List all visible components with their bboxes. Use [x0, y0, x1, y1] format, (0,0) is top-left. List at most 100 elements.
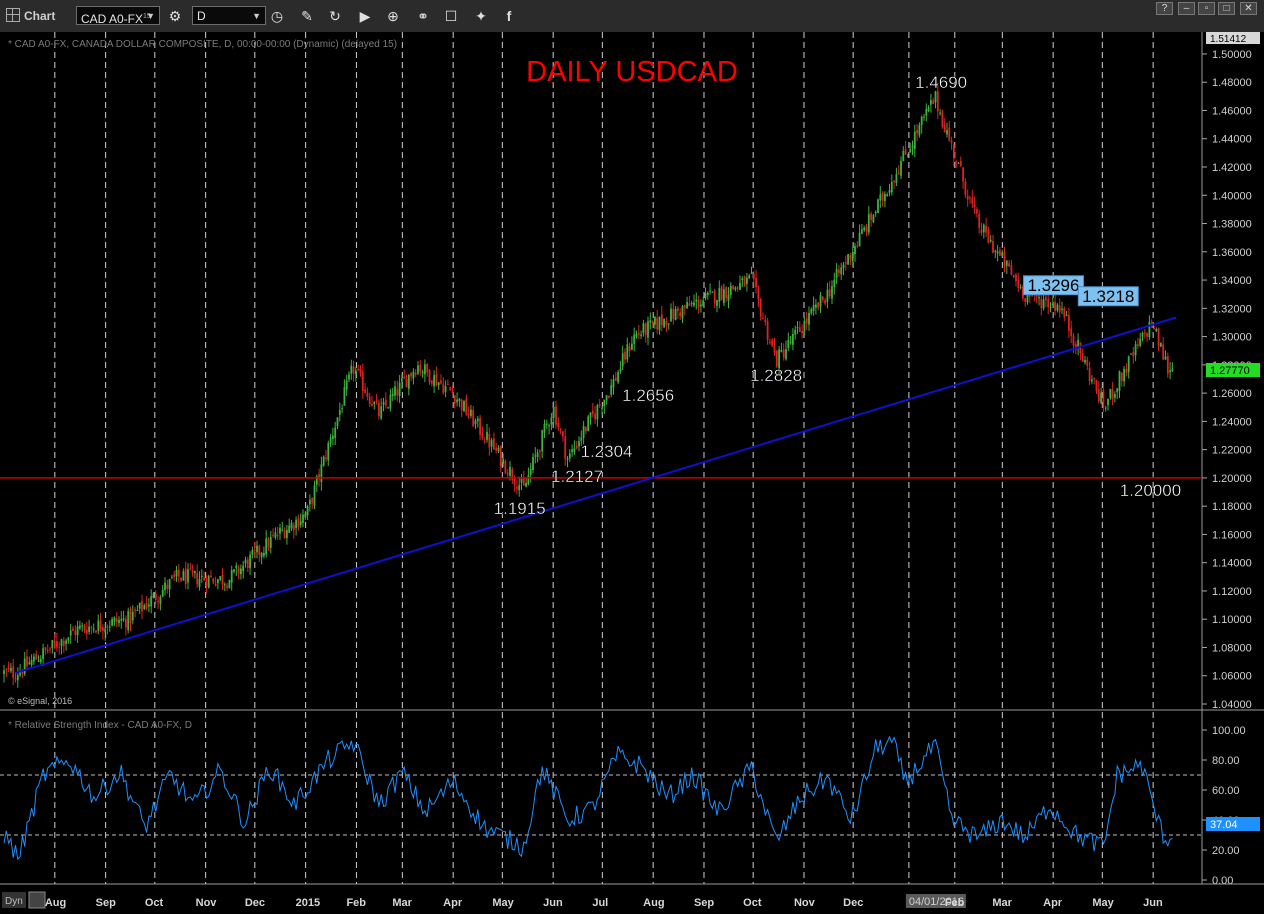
candle-body	[982, 224, 985, 233]
candle-body	[1022, 286, 1024, 299]
candle-body	[127, 611, 130, 631]
candle-body	[1127, 356, 1130, 372]
candle-body	[1146, 332, 1148, 337]
candle-body	[113, 617, 116, 622]
candle-body	[154, 594, 157, 601]
candle-body	[667, 323, 670, 325]
candle-body	[136, 609, 139, 611]
candle-body	[263, 552, 265, 556]
price-tick-label: 1.22000	[1212, 445, 1252, 457]
interval-dropdown-icon[interactable]: ▼	[252, 11, 261, 21]
candle-body	[594, 413, 596, 419]
candle-body	[292, 524, 295, 531]
candle-body	[861, 229, 863, 234]
candle-body	[456, 399, 458, 403]
candle-body	[171, 576, 173, 578]
scroll-toggle-icon[interactable]	[28, 891, 46, 909]
time-tick-label: Dec	[245, 897, 265, 909]
candle-body	[867, 214, 870, 233]
candle-body	[237, 567, 240, 574]
candle-body	[552, 407, 555, 418]
candle-body	[633, 334, 636, 344]
facebook-icon[interactable]: f	[506, 8, 512, 24]
candle-body	[1125, 368, 1128, 373]
candle-body	[1155, 328, 1158, 332]
candle-body	[543, 424, 546, 433]
candle-body	[207, 575, 210, 588]
minimize-button[interactable]: –	[1178, 2, 1195, 15]
candle-body	[62, 640, 65, 646]
candle-body	[580, 437, 583, 441]
zoom-icon[interactable]: ⊕	[387, 8, 399, 24]
price-annotation: 1.3218	[1082, 287, 1134, 306]
candle-body	[803, 320, 806, 333]
candle-body	[384, 399, 387, 406]
restore-button[interactable]: ▫	[1198, 2, 1215, 15]
candle-body	[513, 477, 516, 485]
candle-body	[1005, 260, 1008, 266]
comment-icon[interactable]: ☐	[444, 8, 458, 24]
candle-body	[483, 440, 486, 442]
candle-body	[927, 107, 930, 112]
symbol-dropdown-icon[interactable]: ▼	[146, 11, 155, 21]
candle-body	[129, 608, 132, 624]
candle-body	[805, 318, 808, 324]
help-button[interactable]: ?	[1156, 2, 1173, 15]
interval-input[interactable]: D ▼	[192, 6, 266, 25]
close-button[interactable]: ✕	[1240, 2, 1257, 15]
candle-body	[509, 466, 511, 476]
candle-body	[700, 304, 702, 307]
candle-body	[1134, 344, 1137, 356]
candle-body	[1171, 368, 1174, 372]
refresh-settings-icon[interactable]: ⚙	[168, 8, 182, 24]
candle-body	[688, 303, 691, 306]
candle-body	[819, 295, 822, 307]
symbol-input[interactable]: CAD A0-FX15 ▼	[76, 6, 160, 26]
candle-body	[644, 323, 647, 336]
chart-background	[0, 32, 1264, 914]
candle-body	[210, 575, 212, 578]
candle-body	[897, 172, 900, 175]
candle-body	[120, 619, 123, 621]
candle-body	[658, 316, 661, 331]
candle-body	[373, 401, 376, 405]
candle-body	[934, 91, 937, 103]
candle-body	[578, 440, 580, 447]
cycle-icon[interactable]: ↻	[329, 8, 341, 24]
candle-body	[417, 365, 419, 374]
candle-body	[380, 406, 383, 419]
candle-body	[916, 130, 918, 134]
candle-body	[541, 430, 544, 452]
candle-body	[426, 364, 429, 373]
candle-body	[920, 116, 923, 126]
chart-area[interactable]: 1.04000 1.06000 1.08000 1.10000 1.12000 1.140…	[0, 32, 1264, 914]
price-annotation: 1.2304	[581, 442, 633, 461]
candle-body	[996, 251, 999, 254]
candle-body	[532, 457, 534, 471]
play-icon[interactable]: ▶	[359, 8, 371, 24]
candle-body	[189, 568, 192, 570]
candle-body	[198, 578, 201, 587]
candle-body	[948, 127, 951, 141]
candle-body	[16, 675, 19, 681]
maximize-button[interactable]: □	[1218, 2, 1235, 15]
candle-body	[741, 278, 744, 280]
dyn-tag[interactable]	[2, 892, 26, 908]
candle-body	[1038, 296, 1040, 299]
price-tick-label: 1.04000	[1212, 699, 1252, 711]
candle-body	[304, 513, 307, 518]
candle-body	[35, 654, 38, 660]
candle-body	[76, 626, 79, 636]
link-icon[interactable]: ⚭	[417, 8, 429, 24]
candle-body	[260, 553, 263, 558]
candle-body	[992, 241, 994, 253]
twitter-icon[interactable]: ✦	[475, 8, 487, 24]
candle-body	[161, 589, 164, 597]
candle-body	[624, 351, 626, 360]
candle-body	[863, 227, 866, 231]
candle-body	[656, 317, 659, 330]
clock-icon[interactable]: ◷	[270, 8, 284, 24]
trend-line	[15, 316, 1177, 674]
draw-pencil-icon[interactable]: ✎	[301, 8, 313, 24]
candle-body	[134, 609, 136, 611]
